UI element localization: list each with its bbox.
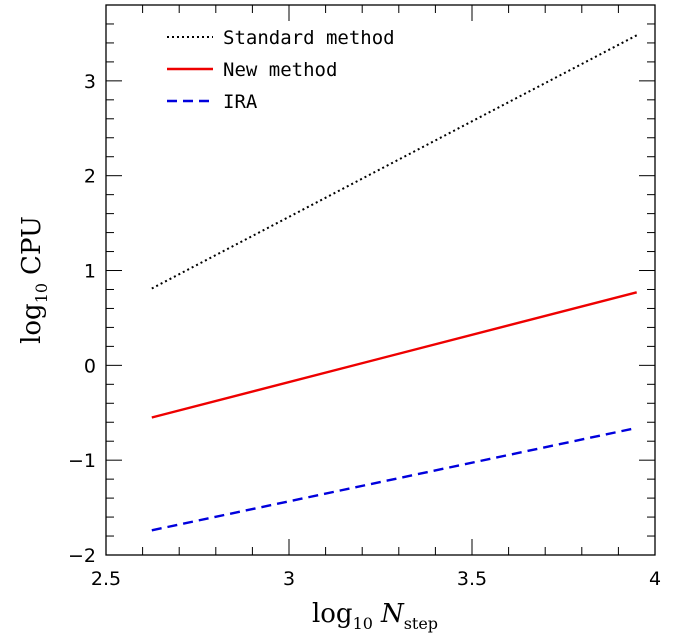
x-axis-label-main: log xyxy=(312,599,353,629)
legend-label: Standard method xyxy=(223,27,395,49)
legend-label: IRA xyxy=(223,91,258,113)
y-tick-label: 1 xyxy=(84,261,96,283)
x-tick-label: 3.5 xyxy=(457,568,487,590)
y-axis-label-var: CPU xyxy=(17,216,47,275)
x-axis-label: log10 Nstep xyxy=(312,599,438,633)
y-tick-label: 3 xyxy=(84,71,96,93)
ticks xyxy=(105,4,656,556)
y-axis-label-sub: 10 xyxy=(32,283,51,303)
y-tick-label: −2 xyxy=(68,545,96,567)
x-axis-label-var-sub: step xyxy=(404,614,438,633)
y-axis-label-main: log xyxy=(17,303,47,344)
y-axis-label: log10 CPU xyxy=(17,216,51,344)
series-line xyxy=(151,426,637,532)
tick-labels: 2.5 3 3.5 4 −2 −1 0 1 2 3 xyxy=(68,71,661,590)
y-tick-label: −1 xyxy=(68,450,96,472)
x-axis-label-var: N xyxy=(380,599,405,629)
x-tick-label: 3 xyxy=(283,568,295,590)
legend-label: New method xyxy=(223,59,337,81)
series-line xyxy=(151,34,638,290)
x-tick-label: 2.5 xyxy=(91,568,121,590)
plot-frame xyxy=(105,4,656,556)
x-axis-label-sub: 10 xyxy=(353,614,373,633)
x-tick-label: 4 xyxy=(649,568,661,590)
y-tick-label: 0 xyxy=(84,355,96,377)
legend: Standard method New method IRA xyxy=(167,27,395,113)
series-lines xyxy=(151,34,638,532)
series-line xyxy=(151,291,638,419)
y-tick-label: 2 xyxy=(84,166,96,188)
